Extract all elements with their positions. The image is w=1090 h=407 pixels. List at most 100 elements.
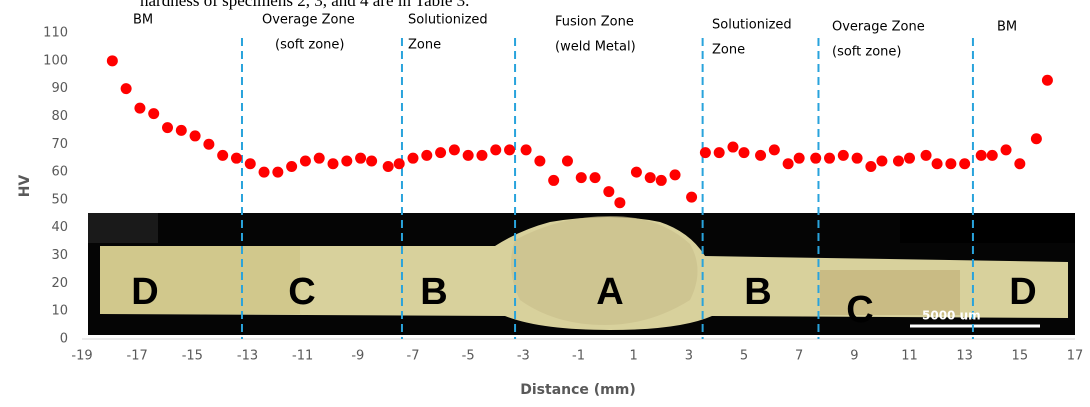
region-label: B (744, 271, 771, 313)
x-tick-label: 15 (1012, 349, 1029, 364)
zone-label: Overage Zone (262, 13, 355, 28)
region-label: B (420, 271, 447, 313)
region-label: D (1009, 271, 1036, 313)
data-point (852, 153, 863, 164)
data-point (1001, 144, 1012, 155)
zone-label: (weld Metal) (555, 40, 636, 55)
x-tick-label: 13 (956, 349, 973, 364)
data-point (463, 150, 474, 161)
data-point (686, 192, 697, 203)
data-point (203, 139, 214, 150)
data-point (865, 161, 876, 172)
y-tick-label: 50 (51, 192, 68, 207)
y-tick-label: 10 (51, 304, 68, 319)
data-point (300, 155, 311, 166)
x-tick-label: -3 (517, 349, 530, 364)
data-point (755, 150, 766, 161)
data-point (341, 155, 352, 166)
y-tick-label: 70 (51, 137, 68, 152)
region-label: A (596, 271, 623, 313)
data-point (259, 167, 270, 178)
y-tick-label: 80 (51, 109, 68, 124)
zone-label: Solutionized (408, 13, 488, 28)
x-tick-label: 7 (795, 349, 803, 364)
data-point (656, 175, 667, 186)
zone-label: Zone (408, 38, 441, 53)
data-point (314, 153, 325, 164)
data-point (449, 144, 460, 155)
y-tick-label: 20 (51, 276, 68, 291)
x-tick-label: -19 (71, 349, 92, 364)
zone-label: Fusion Zone (555, 15, 634, 30)
data-point (162, 122, 173, 133)
data-point (134, 103, 145, 114)
data-point (921, 150, 932, 161)
data-point (435, 147, 446, 158)
data-point (631, 167, 642, 178)
x-axis-label: Distance (mm) (520, 382, 636, 398)
data-point (383, 161, 394, 172)
data-point (932, 158, 943, 169)
region-label: C (846, 289, 873, 331)
data-point (769, 144, 780, 155)
data-point (794, 153, 805, 164)
y-tick-label: 0 (60, 332, 68, 347)
y-axis-label: HV (17, 175, 33, 198)
data-point (1042, 75, 1053, 86)
x-tick-label: -17 (127, 349, 148, 364)
zone-label: Solutionized (712, 18, 792, 33)
data-point (838, 150, 849, 161)
data-point (783, 158, 794, 169)
data-point (739, 147, 750, 158)
y-tick-label: 40 (51, 220, 68, 235)
y-tick-label: 100 (43, 53, 68, 68)
zone-label: BM (133, 13, 153, 28)
zone-label: (soft zone) (832, 45, 901, 60)
data-point (217, 150, 228, 161)
x-tick-label: -1 (572, 349, 585, 364)
region-label: C (288, 271, 315, 313)
data-point (714, 147, 725, 158)
data-point (328, 158, 339, 169)
data-point (421, 150, 432, 161)
data-point (190, 130, 201, 141)
data-point (504, 144, 515, 155)
data-point (231, 153, 242, 164)
data-point (534, 155, 545, 166)
data-point (408, 153, 419, 164)
header-text: hardness of specimens 2, 3, and 4 are in… (140, 0, 469, 10)
x-tick-label: 5 (740, 349, 748, 364)
data-point (366, 155, 377, 166)
data-point (603, 186, 614, 197)
x-tick-label: 9 (850, 349, 858, 364)
x-tick-label: 11 (901, 349, 918, 364)
data-point (1014, 158, 1025, 169)
x-tick-label: -7 (407, 349, 420, 364)
data-point (355, 153, 366, 164)
data-point (824, 153, 835, 164)
data-point (476, 150, 487, 161)
x-tick-label: -11 (292, 349, 313, 364)
data-point (1031, 133, 1042, 144)
y-tick-label: 90 (51, 81, 68, 96)
data-point (945, 158, 956, 169)
x-tick-label: -5 (462, 349, 475, 364)
x-tick-label: 17 (1067, 349, 1084, 364)
data-point (121, 83, 132, 94)
data-point (959, 158, 970, 169)
x-tick-label: 3 (685, 349, 693, 364)
data-point (148, 108, 159, 119)
zone-label: Zone (712, 43, 745, 58)
chart: hardness of specimens 2, 3, and 4 are in… (0, 0, 1090, 403)
data-point (904, 153, 915, 164)
data-point (176, 125, 187, 136)
data-point (107, 55, 118, 66)
data-point (614, 197, 625, 208)
data-point (548, 175, 559, 186)
x-tick-label: -13 (237, 349, 258, 364)
data-point (645, 172, 656, 183)
data-point (562, 155, 573, 166)
data-point (893, 155, 904, 166)
data-point (590, 172, 601, 183)
data-point (272, 167, 283, 178)
